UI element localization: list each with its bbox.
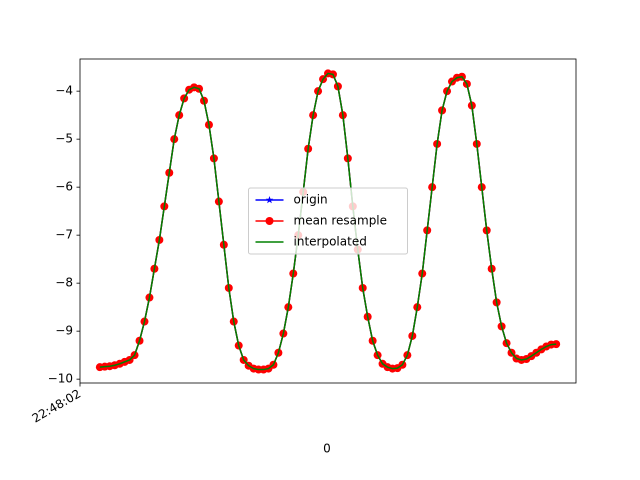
- y-tick-label: −6: [55, 180, 73, 194]
- y-tick-label: −10: [48, 372, 73, 386]
- series-line: [99, 72, 557, 371]
- legend: origin mean resample interpolated: [248, 187, 408, 255]
- legend-marker: [265, 196, 274, 204]
- y-tick-label: −7: [55, 228, 73, 242]
- y-tick-label: −9: [55, 324, 73, 338]
- legend-label: mean resample: [294, 214, 388, 228]
- legend-marker: [265, 217, 274, 225]
- x-axis-label: 0: [323, 442, 331, 456]
- y-tick-label: −8: [55, 276, 73, 290]
- legend-label: origin: [294, 193, 328, 207]
- legend-box: [248, 187, 408, 255]
- y-tick-label: −5: [55, 132, 73, 146]
- legend-label: interpolated: [294, 235, 367, 249]
- y-tick-label: −4: [55, 84, 73, 98]
- axes-frame: [79, 58, 577, 384]
